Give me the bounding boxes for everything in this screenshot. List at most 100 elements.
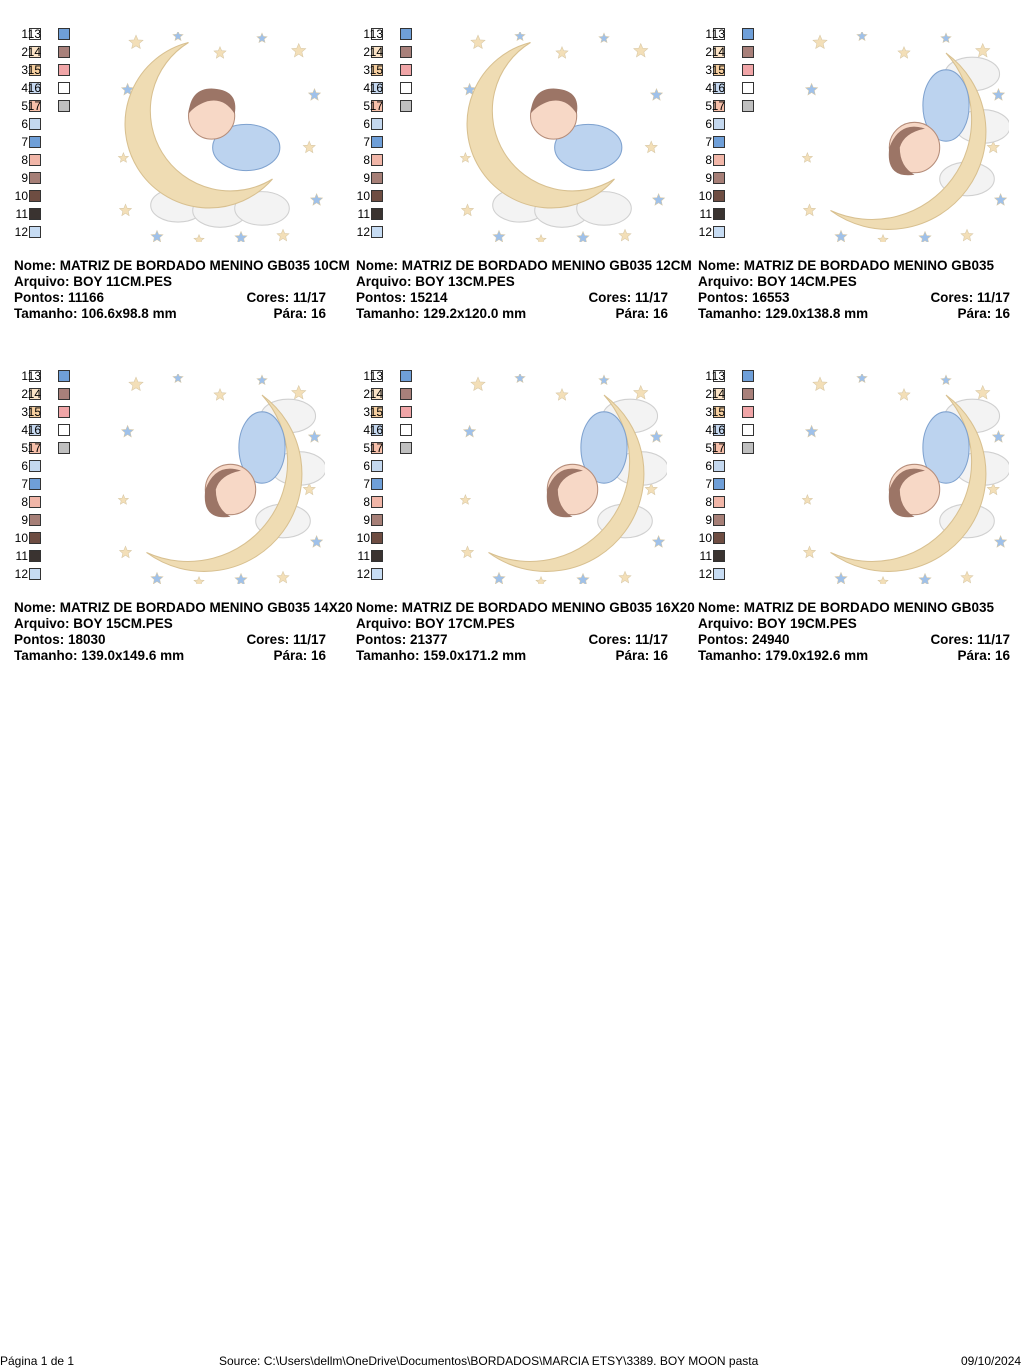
star-icon (644, 140, 658, 154)
color-number: 13 (369, 369, 383, 383)
color-number: 17 (369, 441, 383, 455)
star-icon (812, 34, 828, 50)
design-info: Nome: MATRIZ DE BORDADO MENINO GB035 12C… (356, 258, 716, 322)
color-swatch (713, 118, 725, 130)
color-swatch (371, 478, 383, 490)
color-swatch (29, 82, 41, 94)
color-number: 13 (27, 27, 41, 41)
star-icon (633, 42, 649, 58)
star-icon (897, 388, 911, 401)
color-number: 16 (711, 81, 725, 95)
color-swatch (713, 172, 725, 184)
design-points-colors: Pontos: 11166 Cores: 11/17 (14, 290, 326, 305)
color-swatch (29, 64, 41, 76)
color-swatch (713, 28, 725, 40)
color-number: 9 (705, 171, 712, 185)
color-swatch (713, 154, 725, 166)
color-number: 16 (27, 423, 41, 437)
embroidery-preview (117, 374, 325, 584)
color-swatch (713, 442, 725, 454)
color-number: 10 (14, 531, 28, 545)
design-points-colors: Pontos: 18030 Cores: 11/17 (14, 632, 326, 647)
design-name: Nome: MATRIZ DE BORDADO MENINO GB035 (698, 600, 995, 615)
color-number: 10 (356, 189, 370, 203)
star-icon (309, 193, 324, 206)
color-swatch (371, 226, 383, 238)
color-number: 14 (711, 45, 725, 59)
color-number: 11 (699, 549, 712, 563)
star-icon (307, 430, 322, 443)
star-icon (993, 535, 1008, 548)
design-file: Arquivo: BOY 14CM.PES (698, 274, 857, 289)
design-info: Nome: MATRIZ DE BORDADO MENINO GB035 Arqu… (698, 600, 1024, 664)
color-number: 14 (27, 45, 41, 59)
star-icon (172, 374, 184, 383)
star-icon (856, 32, 868, 41)
color-number: 14 (27, 387, 41, 401)
color-number: 1 (705, 27, 712, 41)
color-number: 5 (363, 441, 370, 455)
color-number: 17 (711, 99, 725, 113)
design-file: Arquivo: BOY 11CM.PES (14, 274, 173, 289)
moon-icon (146, 394, 303, 572)
color-swatch (371, 100, 383, 112)
color-swatch (400, 388, 412, 400)
embroidery-artwork (117, 374, 325, 584)
star-icon (492, 571, 506, 584)
star-icon (975, 384, 991, 400)
color-number: 1 (705, 369, 712, 383)
color-number: 9 (363, 513, 370, 527)
star-icon (117, 152, 130, 163)
color-swatch (29, 136, 41, 148)
color-number: 2 (363, 387, 370, 401)
star-icon (256, 32, 268, 44)
star-icon (555, 388, 569, 401)
color-swatch (400, 28, 412, 40)
star-icon (462, 424, 477, 438)
star-icon (302, 482, 316, 496)
color-number: 9 (21, 171, 28, 185)
color-swatch (400, 406, 412, 418)
star-icon (470, 376, 486, 392)
star-icon (470, 34, 486, 50)
pajamas (580, 411, 628, 484)
embroidery-artwork (459, 32, 666, 242)
color-swatch (58, 100, 70, 112)
color-number: 6 (705, 117, 712, 131)
color-number: 8 (705, 495, 712, 509)
color-swatch (29, 406, 41, 418)
star-icon (460, 203, 475, 217)
design-name: Nome: MATRIZ DE BORDADO MENINO GB035 14X… (14, 600, 353, 615)
color-number: 13 (27, 369, 41, 383)
star-icon (459, 152, 472, 163)
color-swatch (400, 424, 412, 436)
color-number: 4 (705, 81, 712, 95)
star-icon (118, 545, 133, 559)
star-icon (128, 376, 144, 392)
color-swatch (371, 64, 383, 76)
color-number: 15 (711, 63, 725, 77)
star-icon (462, 82, 477, 96)
color-number: 8 (21, 153, 28, 167)
embroidery-artwork (801, 32, 1009, 242)
color-number: 17 (27, 441, 41, 455)
color-number: 4 (705, 423, 712, 437)
color-number: 17 (27, 99, 41, 113)
star-icon (960, 570, 974, 584)
color-swatch (713, 370, 725, 382)
color-swatch (29, 568, 41, 580)
color-swatch (58, 424, 70, 436)
color-number: 17 (711, 441, 725, 455)
star-icon (804, 82, 819, 96)
design-name: Nome: MATRIZ DE BORDADO MENINO GB035 (698, 258, 995, 273)
source-path: Source: C:\Users\dellm\OneDrive\Document… (219, 1354, 759, 1368)
color-swatch (58, 82, 70, 94)
color-number: 4 (363, 423, 370, 437)
star-icon (801, 152, 814, 163)
color-swatch (400, 46, 412, 58)
star-icon (960, 228, 974, 242)
star-icon (897, 46, 911, 59)
star-icon (213, 388, 227, 401)
color-number: 13 (369, 27, 383, 41)
color-swatch (29, 388, 41, 400)
